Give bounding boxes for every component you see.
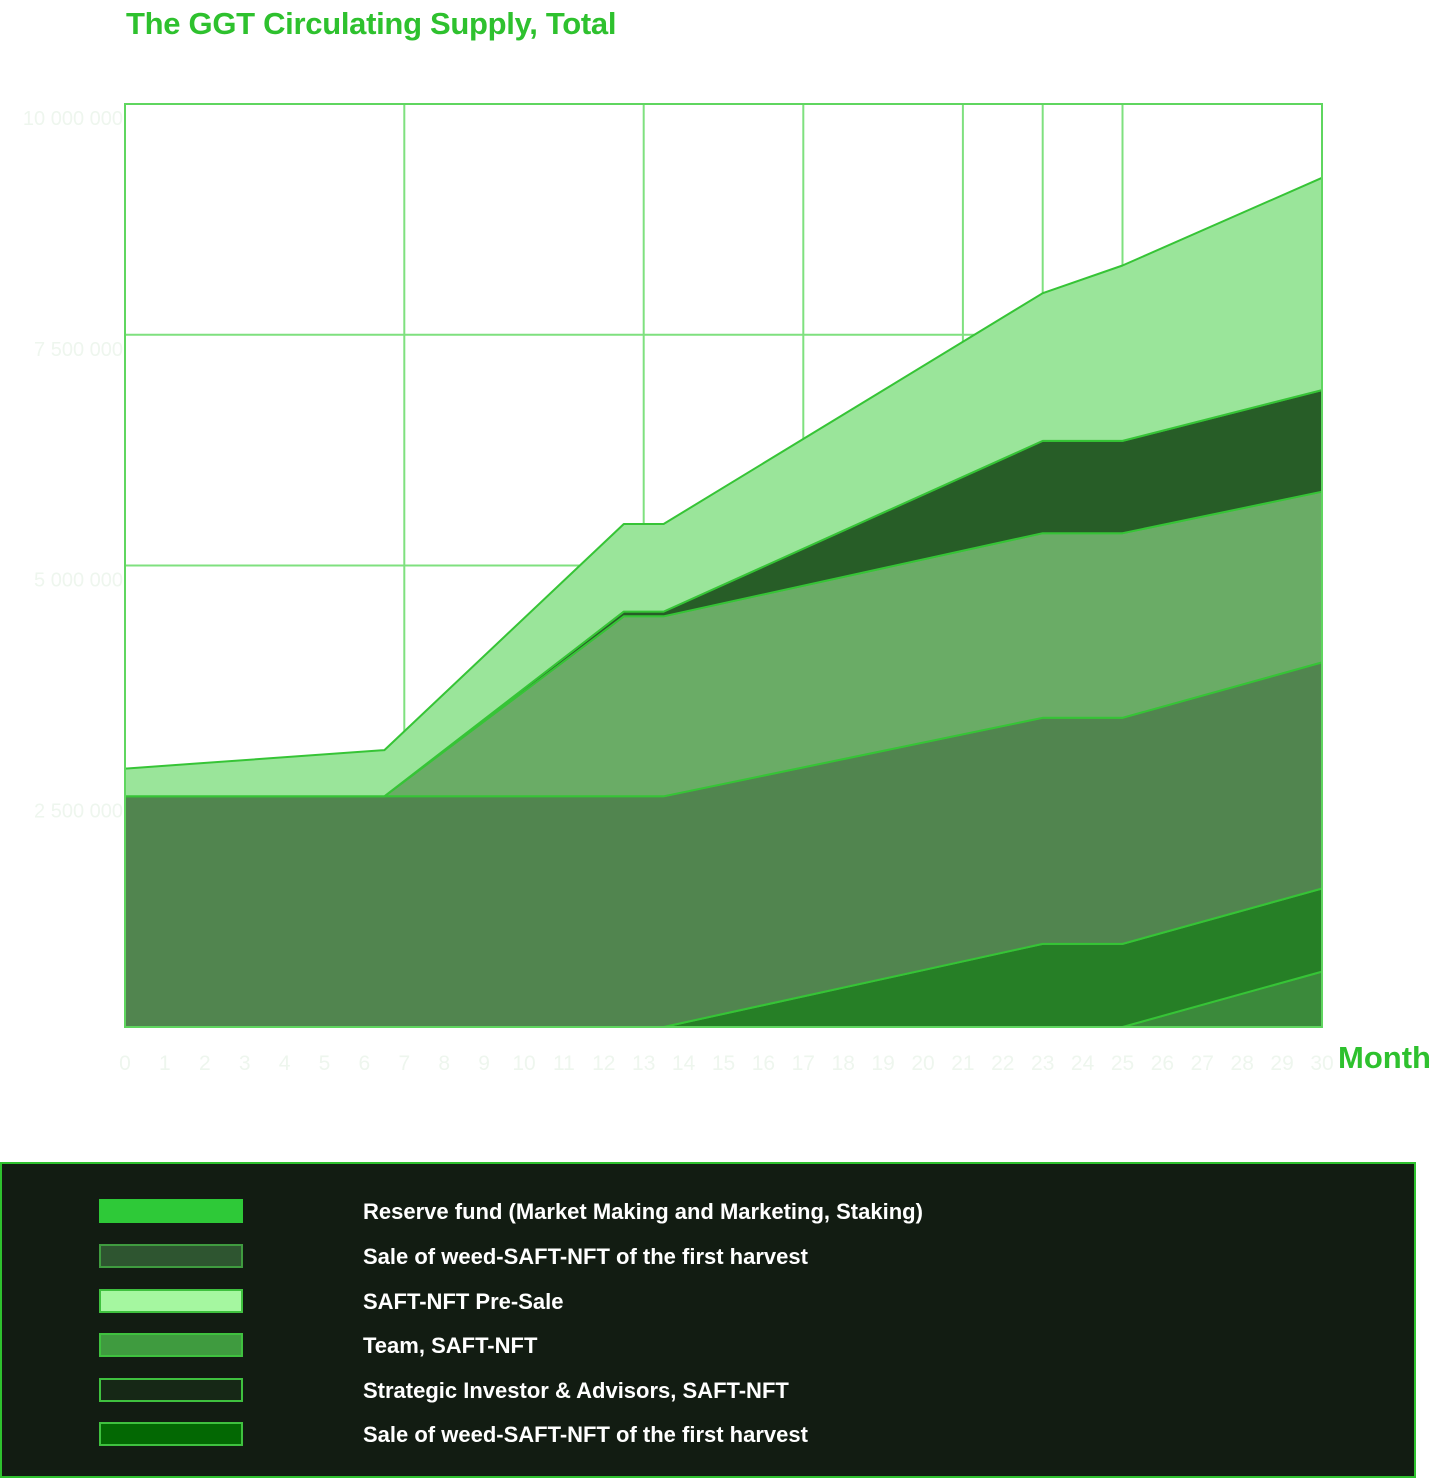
x-tick-label: 3 <box>239 1052 251 1075</box>
chart-areas <box>124 176 1323 1028</box>
x-tick-label: 1 <box>159 1052 171 1075</box>
x-tick-label: 5 <box>319 1052 331 1075</box>
legend: Reserve fund (Market Making and Marketin… <box>0 1162 1416 1478</box>
legend-item-team: Team, SAFT-NFT <box>2 1331 1402 1361</box>
x-tick-label: 21 <box>951 1052 974 1075</box>
legend-label: Sale of weed-SAFT-NFT of the first harve… <box>363 1244 808 1269</box>
y-axis-ticks: 10 000 000 7 500 000 5 000 000 2 500 000 <box>23 108 123 822</box>
x-tick-label: 20 <box>911 1052 934 1075</box>
legend-swatch <box>99 1199 243 1223</box>
x-tick-label: 9 <box>478 1052 490 1075</box>
x-tick-label: 11 <box>553 1052 575 1075</box>
x-tick-label: 29 <box>1270 1052 1293 1075</box>
x-axis-ticks: 0 1 2 3 4 5 6 7 8 9 10 11 12 13 14 15 16 17 18 19 20 21 22 23 24… <box>119 1052 1334 1075</box>
legend-item-reserve-fund: Reserve fund (Market Making and Marketin… <box>2 1197 1402 1227</box>
area-chart: 10 000 000 7 500 000 5 000 000 2 500 000 0 1… <box>23 103 1334 1075</box>
legend-label: Sale of weed-SAFT-NFT of the first harve… <box>363 1422 808 1447</box>
x-tick-label: 28 <box>1231 1052 1254 1075</box>
y-tick-label: 2 500 000 <box>34 800 123 822</box>
legend-item-strategic-investor: Strategic Investor & Advisors, SAFT-NFT <box>2 1376 1402 1406</box>
x-tick-label: 18 <box>832 1052 855 1075</box>
y-tick-label: 5 000 000 <box>34 570 123 592</box>
x-tick-label: 27 <box>1191 1052 1214 1075</box>
x-tick-label: 16 <box>752 1052 775 1075</box>
chart-frame <box>124 103 1323 1028</box>
legend-swatch <box>99 1333 243 1357</box>
chart-title: The GGT Circulating Supply, Total <box>126 6 617 41</box>
legend-label: SAFT-NFT Pre-Sale <box>363 1289 564 1314</box>
legend-swatch <box>99 1289 243 1313</box>
legend-item-weed-saft-nft-sale: Sale of weed-SAFT-NFT of the first harve… <box>2 1242 1402 1272</box>
legend-swatch <box>99 1244 243 1268</box>
y-tick-label: 10 000 000 <box>23 108 123 130</box>
x-tick-label: 23 <box>1031 1052 1054 1075</box>
x-tick-label: 26 <box>1151 1052 1174 1075</box>
legend-swatch <box>99 1378 243 1402</box>
legend-label: Reserve fund (Market Making and Marketin… <box>363 1199 923 1224</box>
x-tick-label: 30 <box>1310 1052 1333 1075</box>
x-tick-label: 12 <box>592 1052 615 1075</box>
legend-item-weed-saft-nft-sale-2: Sale of weed-SAFT-NFT of the first harve… <box>2 1420 1402 1450</box>
x-tick-label: 2 <box>199 1052 211 1075</box>
legend-label: Team, SAFT-NFT <box>363 1333 538 1358</box>
x-tick-label: 7 <box>398 1052 410 1075</box>
x-tick-label: 0 <box>119 1052 131 1075</box>
legend-label: Strategic Investor & Advisors, SAFT-NFT <box>363 1378 789 1403</box>
x-tick-label: 15 <box>712 1052 735 1075</box>
x-axis-label: Month <box>1338 1040 1431 1075</box>
x-tick-label: 25 <box>1111 1052 1134 1075</box>
x-tick-label: 10 <box>512 1052 535 1075</box>
plot-border <box>124 103 1323 1028</box>
legend-item-saft-nft-pre-sale: SAFT-NFT Pre-Sale <box>2 1287 1402 1317</box>
x-tick-label: 17 <box>792 1052 815 1075</box>
x-tick-label: 6 <box>359 1052 371 1075</box>
x-tick-label: 19 <box>871 1052 894 1075</box>
x-tick-label: 8 <box>438 1052 450 1075</box>
y-tick-label: 7 500 000 <box>34 339 123 361</box>
x-tick-label: 24 <box>1071 1052 1095 1075</box>
x-tick-label: 22 <box>991 1052 1014 1075</box>
x-tick-label: 4 <box>279 1052 291 1075</box>
legend-swatch <box>99 1422 243 1446</box>
x-tick-label: 14 <box>672 1052 696 1075</box>
x-tick-label: 13 <box>632 1052 655 1075</box>
